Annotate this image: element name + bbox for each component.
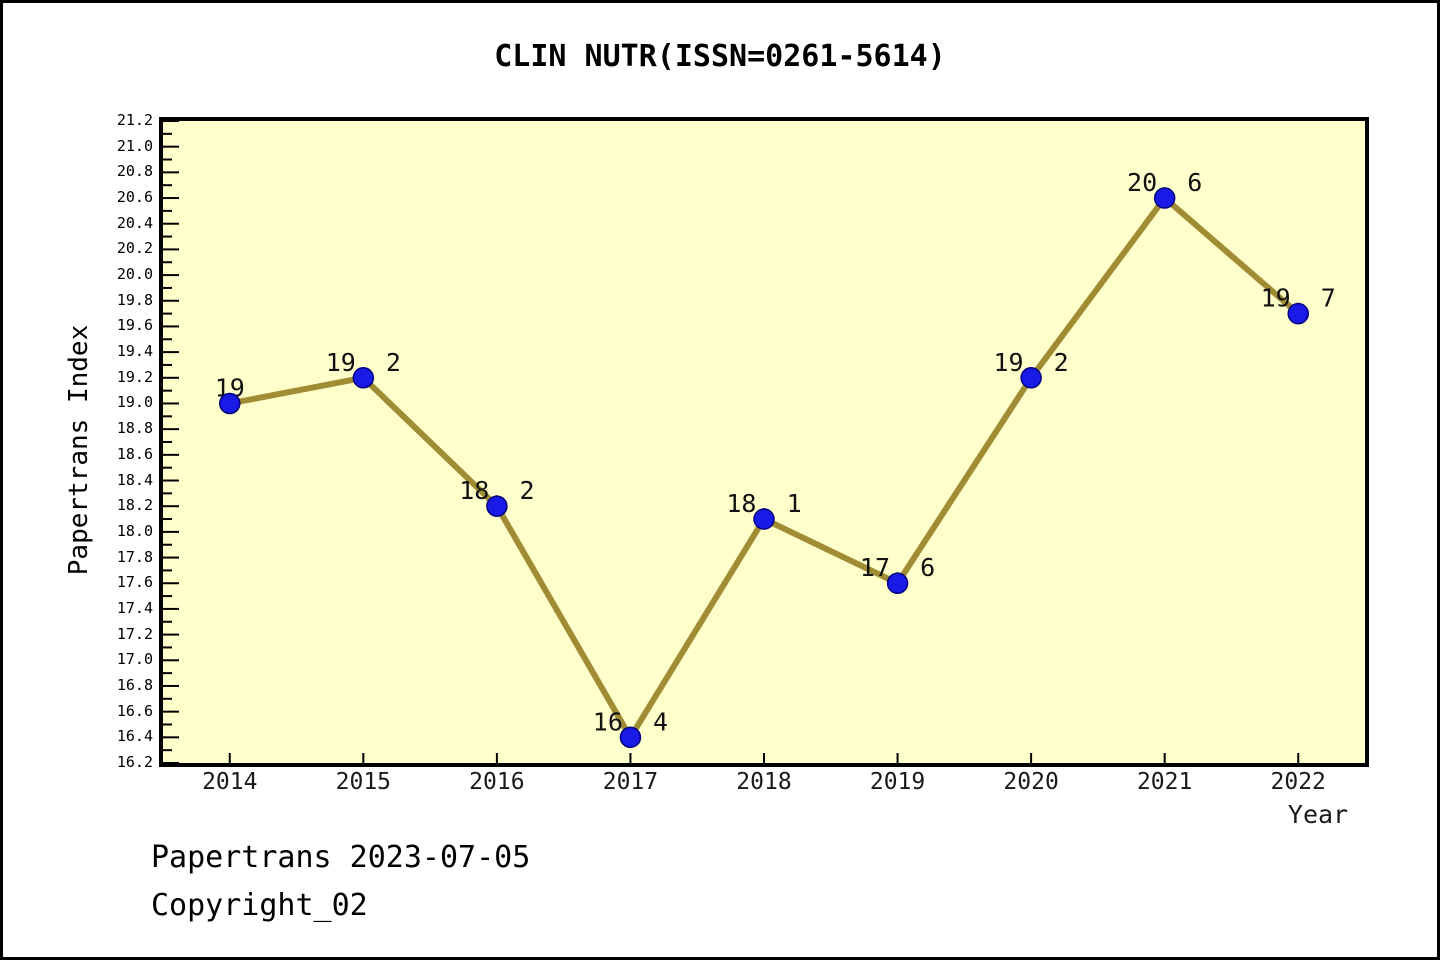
x-tick-label: 2017 [602,769,659,795]
x-axis-title: Year [1287,800,1349,829]
y-tick-label: 21.2 [116,111,153,129]
x-tick-label: 2020 [1003,769,1059,795]
data-point-marker [1153,187,1176,209]
y-tick-label: 21.0 [116,136,153,155]
y-tick-label: 19.2 [116,367,153,386]
y-tick-label: 17.4 [116,598,153,617]
y-tick-label: 16.6 [116,701,153,720]
y-tick-label: 16.4 [116,727,153,746]
y-tick-label: 17.2 [116,624,153,643]
data-point-marker [886,572,909,594]
y-tick-label: 19.0 [116,393,153,412]
x-tick-label: 2019 [869,769,926,795]
y-tick-label: 17.6 [116,573,153,592]
y-tick-label: 16.8 [116,675,153,694]
x-tick-label: 2022 [1270,769,1326,795]
y-tick-label: 18.2 [116,496,153,515]
y-tick-label: 19.4 [116,342,153,361]
data-point-marker [352,367,375,389]
x-tick-label: 2016 [469,769,525,795]
x-tick-label: 2018 [736,769,792,795]
y-tick-label: 18.8 [116,419,153,438]
data-point-marker [486,495,508,517]
y-tick-label: 20.4 [116,213,153,232]
footer-watermark-date: Papertrans 2023-07-05 [151,840,531,875]
data-line [229,193,1301,744]
data-point-marker [219,392,241,415]
y-tick-label: 18.6 [116,444,153,463]
x-tick-label: 2014 [202,769,258,795]
y-tick-label: 17.8 [116,547,153,566]
y-tick-label: 19.6 [116,316,153,335]
y-tick-label: 18.0 [116,521,153,540]
chart-title: CLIN NUTR(ISSN=0261-5614) [494,39,946,74]
data-point-marker [1287,302,1309,325]
data-point-marker [619,726,642,749]
y-tick-label: 19.8 [116,290,153,309]
y-tick-label: 20.6 [116,188,153,207]
y-tick-label: 20.0 [116,265,153,284]
y-tick-label: 16.2 [116,753,153,771]
plot-area: 19 19. 2 18. 2 16. 4 18. 1 17. 6 19. 2 20. 6 19.… [159,117,1369,767]
x-tick-label: 2015 [335,769,392,795]
x-tick-label: 2021 [1136,769,1193,795]
y-tick-label: 20.2 [116,239,153,258]
data-point-marker [1020,367,1042,389]
y-tick-label: 18.4 [116,470,153,489]
y-tick-label: 17.0 [116,650,153,669]
y-tick-label: 20.8 [116,162,153,181]
footer-copyright: Copyright_02 [151,888,368,923]
data-point-marker [753,508,775,530]
